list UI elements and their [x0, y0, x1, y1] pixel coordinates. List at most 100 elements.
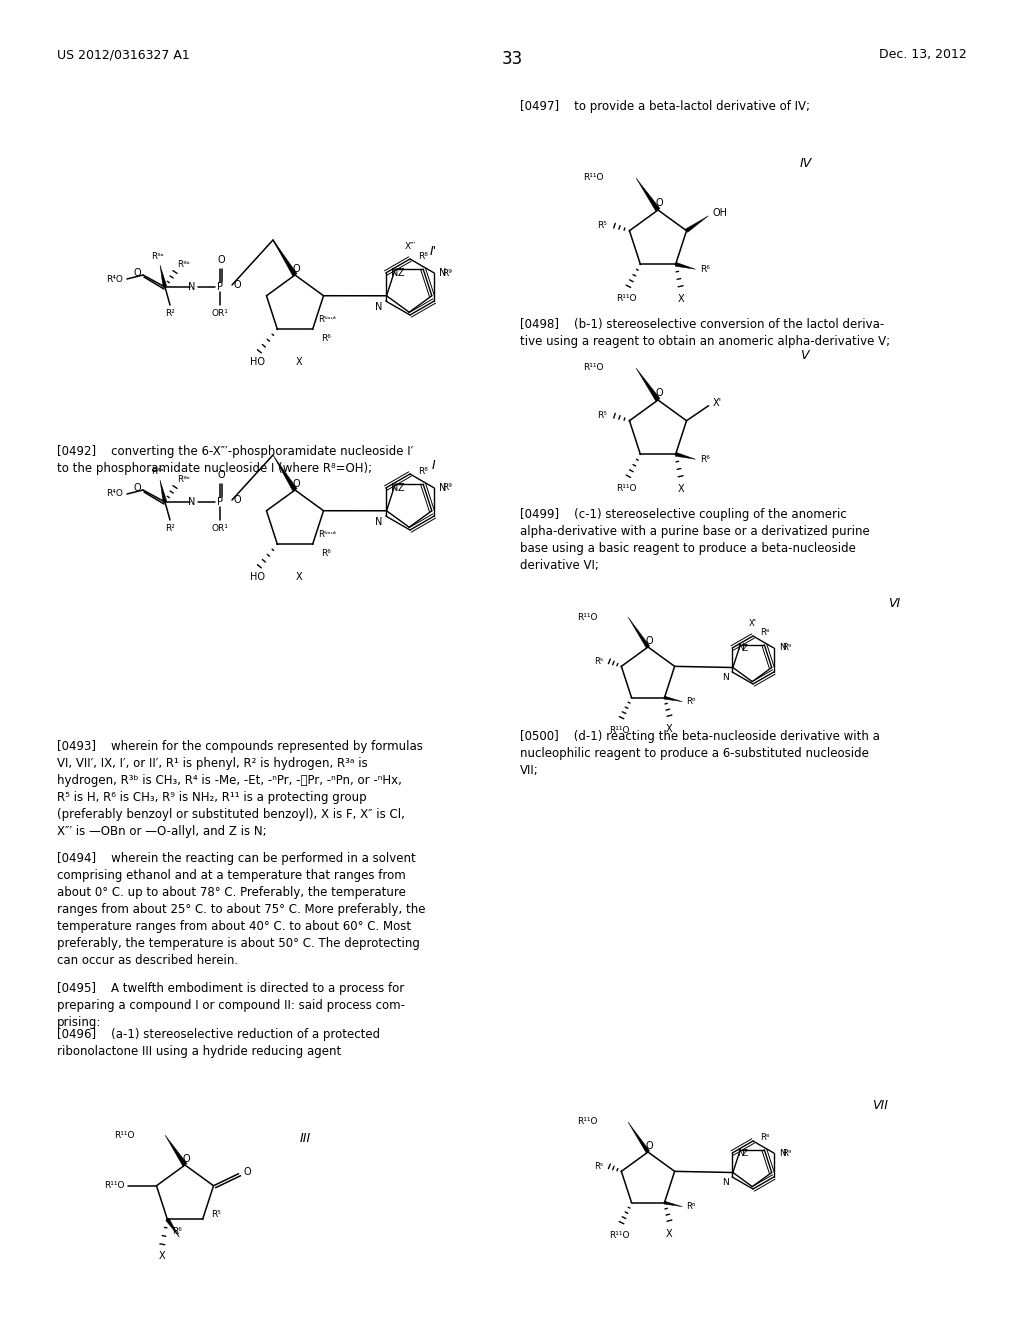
Text: R⁵: R⁵: [598, 412, 607, 420]
Text: R¹¹O: R¹¹O: [584, 173, 604, 182]
Text: R¹¹O: R¹¹O: [578, 612, 598, 622]
Polygon shape: [675, 453, 695, 459]
Text: N: N: [187, 498, 195, 507]
Text: R¹¹O: R¹¹O: [609, 1230, 630, 1239]
Text: R³ᵃ: R³ᵃ: [151, 252, 163, 261]
Text: O: O: [292, 479, 300, 488]
Text: R¹¹O: R¹¹O: [616, 484, 637, 494]
Text: Z: Z: [397, 483, 404, 492]
Text: R¹¹O: R¹¹O: [104, 1181, 125, 1191]
Text: R¹¹O: R¹¹O: [115, 1130, 135, 1139]
Text: R⁶: R⁶: [686, 697, 695, 706]
Text: [0497]    to provide a beta-lactol derivative of IV;: [0497] to provide a beta-lactol derivati…: [520, 100, 810, 114]
Text: N: N: [779, 1148, 785, 1158]
Polygon shape: [273, 240, 297, 276]
Text: R⁶: R⁶: [172, 1228, 182, 1237]
Text: R⁹: R⁹: [781, 1148, 791, 1158]
Text: O: O: [217, 255, 225, 265]
Text: R¹¹O: R¹¹O: [578, 1118, 598, 1126]
Text: R⁶: R⁶: [321, 549, 331, 558]
Text: [0493]    wherein for the compounds represented by formulas
VI, VII′, IX, I′, or: [0493] wherein for the compounds represe…: [57, 741, 423, 838]
Text: R⁹: R⁹: [781, 644, 791, 652]
Text: IV: IV: [800, 157, 812, 170]
Text: R¹¹O: R¹¹O: [584, 363, 604, 372]
Text: OH: OH: [713, 207, 727, 218]
Polygon shape: [628, 1122, 649, 1154]
Text: R⁸: R⁸: [418, 252, 428, 261]
Text: N: N: [391, 483, 398, 492]
Text: Z: Z: [741, 1148, 748, 1158]
Text: O: O: [244, 1167, 251, 1176]
Text: [0494]    wherein the reacting can be performed in a solvent
comprising ethanol : [0494] wherein the reacting can be perfo…: [57, 851, 426, 968]
Text: X: X: [667, 723, 673, 734]
Text: HO: HO: [250, 573, 265, 582]
Text: X: X: [677, 294, 684, 305]
Text: N: N: [391, 268, 398, 279]
Text: O: O: [645, 1140, 653, 1151]
Text: R⁵: R⁵: [594, 1162, 603, 1171]
Text: O: O: [217, 470, 225, 480]
Text: R⁵: R⁵: [211, 1209, 220, 1218]
Text: US 2012/0316327 A1: US 2012/0316327 A1: [57, 48, 189, 61]
Text: R⁸: R⁸: [760, 628, 769, 636]
Text: R¹¹O: R¹¹O: [616, 294, 637, 304]
Text: O: O: [182, 1154, 189, 1164]
Text: X: X: [296, 358, 303, 367]
Text: X: X: [667, 1229, 673, 1238]
Text: R⁵ᵒᵘᵗ: R⁵ᵒᵘᵗ: [317, 315, 336, 325]
Polygon shape: [636, 178, 660, 211]
Polygon shape: [628, 616, 649, 648]
Text: X″′: X″′: [404, 242, 416, 251]
Text: R⁶: R⁶: [699, 265, 710, 273]
Text: P: P: [217, 498, 223, 507]
Text: N: N: [375, 302, 383, 312]
Text: HO: HO: [250, 358, 265, 367]
Text: I': I': [430, 246, 437, 257]
Text: I: I: [432, 459, 436, 473]
Text: X: X: [159, 1251, 166, 1262]
Text: R⁶: R⁶: [686, 1203, 695, 1212]
Text: X': X': [749, 619, 757, 628]
Text: P: P: [217, 282, 223, 292]
Text: N: N: [439, 268, 446, 279]
Text: R⁸: R⁸: [418, 467, 428, 477]
Polygon shape: [160, 265, 167, 288]
Text: O: O: [655, 198, 663, 209]
Text: R³ᵇ: R³ᵇ: [177, 475, 189, 484]
Text: III: III: [300, 1133, 311, 1144]
Text: X': X': [713, 397, 722, 408]
Text: V: V: [800, 348, 809, 362]
Text: R⁶: R⁶: [321, 334, 331, 343]
Text: R²: R²: [165, 309, 175, 318]
Polygon shape: [665, 1201, 682, 1206]
Text: R¹¹O: R¹¹O: [609, 726, 630, 735]
Polygon shape: [665, 696, 682, 702]
Text: O: O: [234, 495, 242, 506]
Text: N: N: [737, 644, 744, 652]
Text: R⁹: R⁹: [442, 268, 453, 277]
Text: N: N: [375, 516, 383, 527]
Polygon shape: [675, 263, 695, 269]
Text: O: O: [645, 636, 653, 645]
Text: N: N: [439, 483, 446, 492]
Text: [0492]    converting the 6-X″′-phosphoramidate nucleoside I′
to the phosphoramid: [0492] converting the 6-X″′-phosphoramid…: [57, 445, 414, 475]
Polygon shape: [636, 368, 660, 401]
Text: VII: VII: [872, 1100, 888, 1111]
Text: R⁵: R⁵: [598, 222, 607, 230]
Text: N: N: [722, 672, 729, 681]
Text: O: O: [133, 483, 141, 492]
Text: R³ᵃ: R³ᵃ: [151, 467, 163, 477]
Text: [0500]    (d-1) reacting the beta-nucleoside derivative with a
nucleophilic reag: [0500] (d-1) reacting the beta-nucleosid…: [520, 730, 880, 777]
Text: R⁶: R⁶: [699, 455, 710, 463]
Text: R⁵ᵒᵘᵗ: R⁵ᵒᵘᵗ: [317, 531, 336, 540]
Text: O: O: [292, 264, 300, 275]
Text: X: X: [296, 573, 303, 582]
Polygon shape: [160, 480, 167, 503]
Text: Z: Z: [397, 268, 404, 279]
Text: N: N: [737, 1148, 744, 1158]
Text: 33: 33: [502, 50, 522, 69]
Polygon shape: [165, 1135, 187, 1167]
Text: R²: R²: [165, 524, 175, 533]
Text: N: N: [187, 282, 195, 292]
Text: N: N: [722, 1177, 729, 1187]
